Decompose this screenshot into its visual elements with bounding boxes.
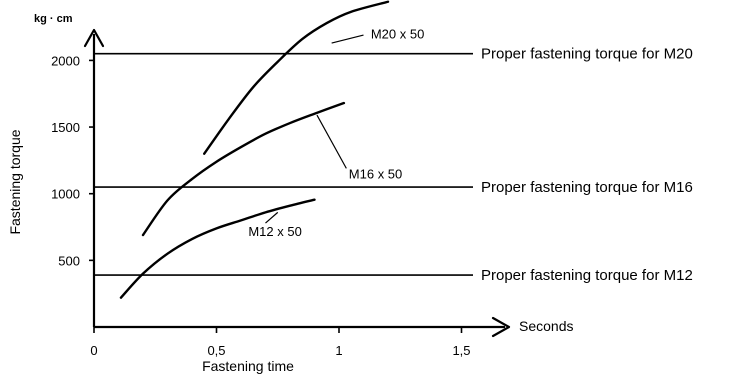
y-tick-label: 1000 (51, 187, 80, 202)
torque-curves: M20 x 50 M16 x 50 M12 x 50 (119, 0, 424, 299)
x-tick-label: 0 (90, 343, 97, 358)
y-ticks: 500 1000 1500 2000 (51, 53, 94, 268)
y-axis-title: Fastening torque (7, 129, 23, 234)
torque-curve (119, 198, 316, 299)
x-unit-label: Seconds (519, 318, 573, 334)
curve-label: M20 x 50 (371, 27, 424, 42)
y-tick-label: 500 (58, 253, 80, 268)
curve-label: M16 x 50 (349, 167, 402, 182)
reference-line-label: Proper fastening torque for M12 (481, 267, 693, 284)
curve-label: M12 x 50 (248, 224, 301, 239)
x-tick-label: 0,5 (207, 343, 225, 358)
reference-line-label: Proper fastening torque for M20 (481, 46, 693, 63)
x-axis (94, 316, 511, 338)
reference-line-label: Proper fastening torque for M16 (481, 179, 693, 196)
x-tick-label: 1,5 (452, 343, 470, 358)
y-axis (83, 28, 105, 327)
torque-curve (203, 0, 390, 155)
curve-label-leader (331, 34, 364, 44)
x-axis-title: Fastening time (202, 358, 294, 374)
reference-lines: Proper fastening torque for M20 Proper fa… (94, 46, 693, 284)
curve-label-leader (265, 211, 279, 224)
x-ticks: 0 0,5 1 1,5 (90, 327, 471, 358)
y-unit-label: kg · cm (34, 13, 73, 25)
y-tick-label: 1500 (51, 120, 80, 135)
torque-curve (141, 101, 346, 237)
y-tick-label: 2000 (51, 53, 80, 68)
x-tick-label: 1 (335, 343, 342, 358)
curve-label-leader (316, 114, 347, 169)
